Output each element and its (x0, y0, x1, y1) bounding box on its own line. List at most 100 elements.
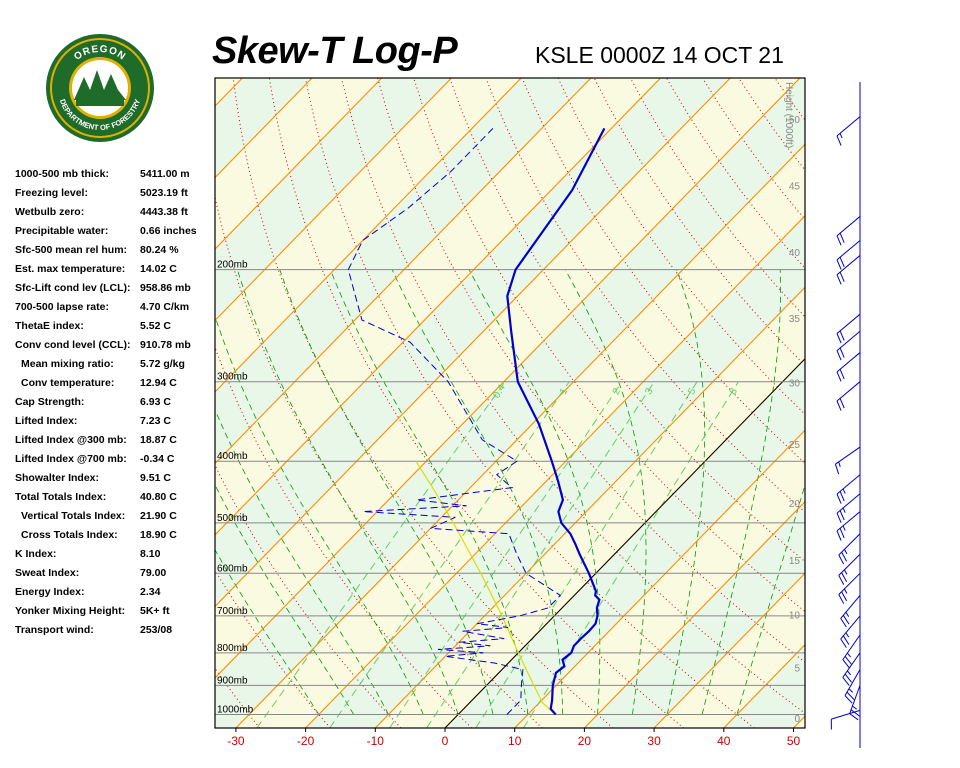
index-row: Cross Totals Index: 18.90 C (15, 529, 215, 548)
wind-barb-feather (836, 493, 842, 504)
index-label: Lifted Index @300 mb: (15, 434, 127, 446)
dry-adiabat (0, 78, 118, 728)
wind-barb-half-feather (852, 705, 857, 710)
wind-barb (844, 669, 861, 704)
isobar-label: 200mb (217, 260, 248, 271)
wind-barb (836, 240, 861, 270)
height-label: 50 (789, 115, 801, 126)
isotherm (215, 78, 243, 107)
isotherm (793, 715, 805, 728)
wind-barb-feather (839, 528, 845, 539)
wind-barb (836, 116, 861, 146)
dry-adiabat (847, 78, 960, 728)
wind-barb (836, 216, 861, 246)
index-label: Cap Strength: (15, 396, 85, 408)
wind-barb-feather (839, 510, 845, 521)
index-value: 7.23 C (140, 415, 171, 427)
freezing-isotherm (444, 358, 805, 728)
moist-adiabat (736, 483, 805, 715)
wind-barb-feather (839, 330, 845, 341)
index-value: 18.87 C (140, 434, 177, 446)
wind-barb-feather (844, 655, 852, 665)
wind-barb-feather (839, 232, 845, 243)
x-tick-label: 0 (442, 734, 449, 748)
wind-barb-feather (849, 713, 859, 721)
dewpoint-trace (347, 128, 562, 715)
wind-barb-staff (836, 511, 861, 532)
index-row: Energy Index: 2.34 (15, 586, 215, 605)
wind-barb (840, 595, 861, 628)
index-row: Lifted Index @700 mb: -0.34 C (15, 453, 215, 472)
wind-barb-feather (836, 530, 842, 541)
wind-barb-half-feather (845, 632, 850, 638)
index-label: Showalter Index: (15, 472, 100, 484)
wind-barb-feather (836, 333, 842, 344)
index-value: 14.02 C (140, 263, 177, 275)
wind-barb-feather (834, 464, 840, 475)
index-label: Sfc-500 mean rel hum: (15, 244, 128, 256)
height-label: 20 (789, 499, 801, 510)
wind-barb-staff (836, 240, 861, 261)
wind-barb (840, 615, 861, 648)
wind-barb-feather (839, 398, 845, 409)
wind-barb-feather (836, 350, 842, 361)
wind-barb (849, 685, 861, 721)
index-label: Lifted Index: (15, 415, 78, 427)
index-label: Wetbulb zero: (15, 206, 85, 218)
dry-adiabat (0, 78, 48, 728)
height-label: 45 (789, 181, 801, 192)
isotherm (653, 572, 805, 728)
index-value: 958.86 mb (140, 282, 191, 294)
index-label: Mean mixing ratio: (21, 358, 114, 370)
wind-barb-feather (836, 235, 842, 246)
wind-barb (836, 381, 861, 411)
wind-barb-half-feather (842, 488, 846, 494)
dry-adiabat (11, 78, 189, 728)
wind-barb-staff (836, 381, 861, 402)
wind-barb-feather (839, 257, 845, 267)
wind-barb-feather (841, 572, 848, 583)
mixing-ratio-line (475, 381, 698, 728)
wind-barb-feather (842, 635, 850, 645)
wind-barb-feather (850, 709, 860, 717)
index-label: Total Totals Index: (15, 491, 107, 503)
mixing-ratio-line (389, 381, 623, 728)
height-label: 25 (789, 440, 801, 451)
index-label: 700-500 lapse rate: (15, 301, 109, 313)
index-value: 18.90 C (140, 529, 177, 541)
wind-barb (842, 652, 861, 686)
dry-adiabat (377, 78, 805, 663)
wind-barb-half-feather (848, 688, 853, 693)
indices-panel: 1000-500 mb thick: 5411.00 m Freezing leve… (15, 168, 215, 643)
x-tick-label: -20 (297, 734, 315, 748)
moist-adiabat (329, 269, 529, 715)
index-row: Total Totals Index: 40.80 C (15, 491, 215, 510)
wind-barb-feather (838, 575, 845, 585)
mixing-ratio-label: 2 (611, 386, 624, 397)
wind-barb-feather (836, 512, 842, 523)
oregon-forestry-logo: OREGON DEPARTMENT OF FORESTRY (46, 34, 154, 142)
x-tick-label: 30 (647, 734, 661, 748)
x-tick-label: 40 (717, 734, 731, 748)
wind-barb-half-feather (838, 461, 841, 468)
wind-barb-half-feather (842, 507, 846, 513)
moist-adiabat (237, 269, 459, 715)
wind-barb-staff (838, 572, 861, 595)
dry-adiabat (268, 78, 685, 728)
wind-barb-half-feather (842, 525, 846, 531)
wind-barb (836, 352, 861, 382)
isotherm (235, 143, 805, 728)
dry-adiabat (557, 78, 805, 415)
index-label: Transport wind: (15, 624, 94, 636)
index-label: Energy Index: (15, 586, 85, 598)
wind-barb-feather (841, 591, 848, 602)
wind-barbs (830, 116, 861, 730)
mixing-ratio-line (329, 381, 570, 728)
height-label: 15 (789, 556, 801, 567)
index-row: Precipitable water: 0.66 inches (15, 225, 215, 244)
wind-barb-staff (836, 493, 861, 514)
wind-barb-staff (842, 634, 861, 660)
wind-barb-half-feather (847, 652, 851, 658)
index-value: 253/08 (140, 624, 173, 636)
wind-barb (838, 553, 861, 585)
